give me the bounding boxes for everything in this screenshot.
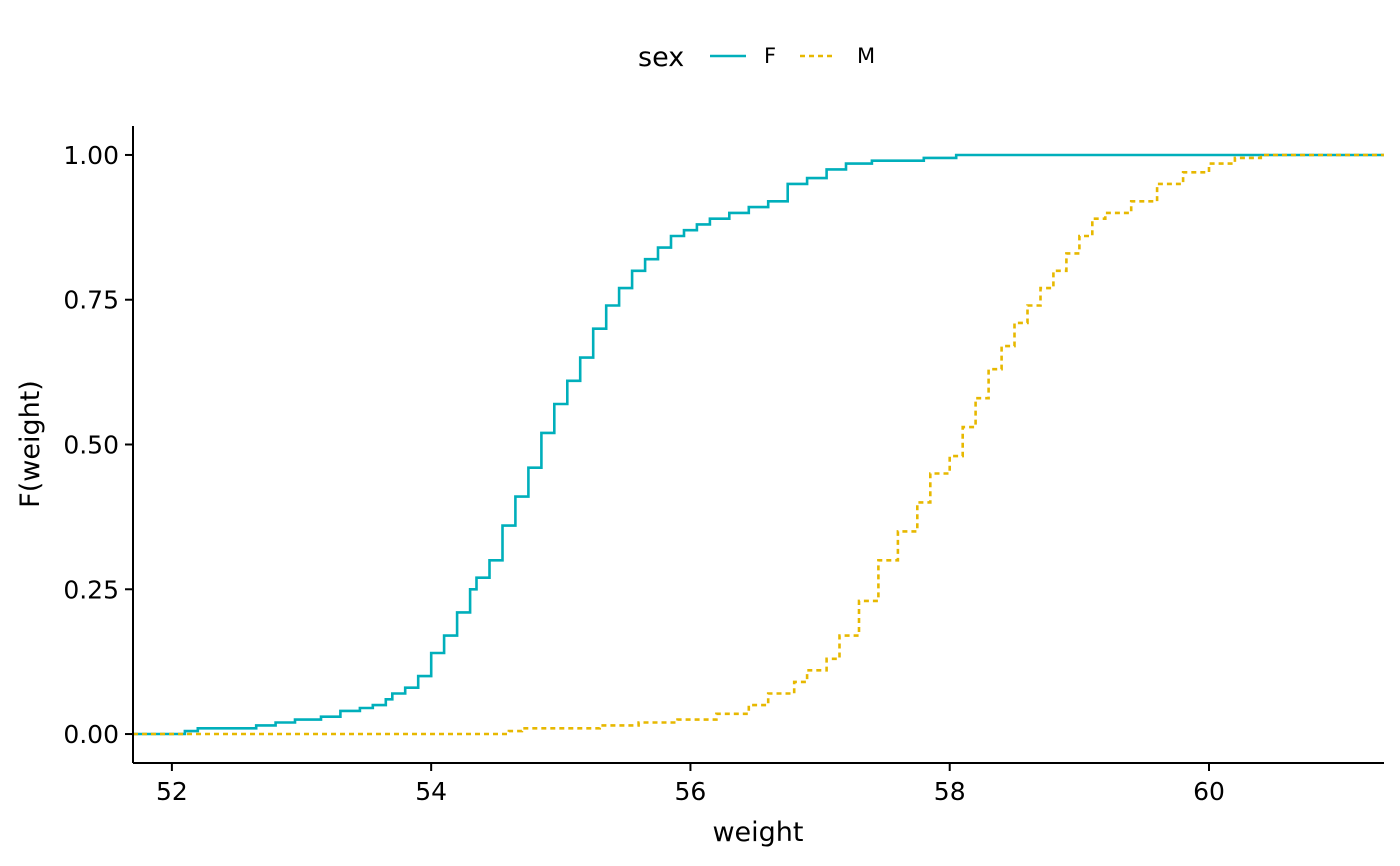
x-axis-title: weight <box>712 817 803 848</box>
ecdf-line-F <box>133 153 1384 736</box>
x-tick-label: 52 <box>156 777 188 806</box>
x-tick-label: 54 <box>415 777 447 806</box>
legend-label-M: M <box>857 44 875 68</box>
legend-label-F: F <box>764 44 776 68</box>
legend: sex F M <box>638 42 875 73</box>
x-axis-ticks: 52 54 56 58 60 <box>156 763 1225 806</box>
y-tick-label: 0.50 <box>63 431 119 460</box>
legend-title: sex <box>638 42 684 73</box>
series-lines <box>133 153 1384 736</box>
y-axis-ticks: 0.00 0.25 0.50 0.75 1.00 <box>63 141 133 749</box>
y-tick-label: 0.00 <box>63 720 119 749</box>
y-tick-label: 0.75 <box>63 286 119 315</box>
y-tick-label: 0.25 <box>63 575 119 604</box>
x-tick-label: 56 <box>675 777 707 806</box>
ecdf-line-M <box>133 153 1384 736</box>
y-axis-title: F(weight) <box>15 380 46 508</box>
y-tick-label: 1.00 <box>63 141 119 170</box>
x-tick-label: 60 <box>1193 777 1225 806</box>
x-tick-label: 58 <box>934 777 966 806</box>
